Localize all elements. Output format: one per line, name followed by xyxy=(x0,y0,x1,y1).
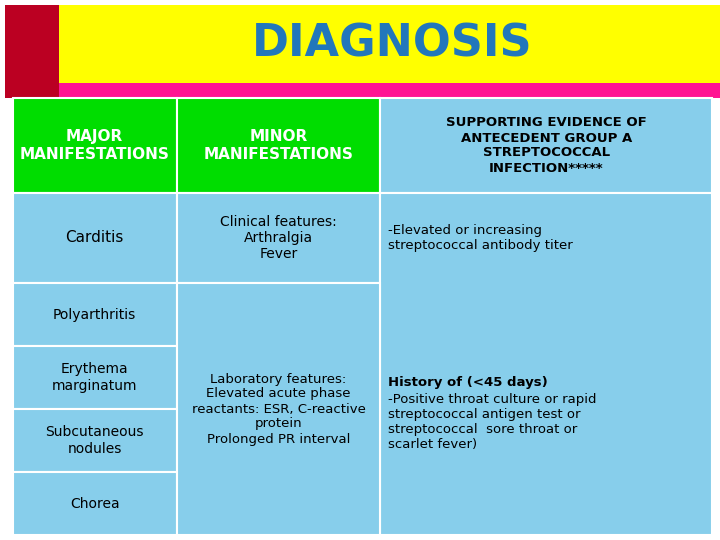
FancyBboxPatch shape xyxy=(176,283,380,535)
Text: Carditis: Carditis xyxy=(66,231,124,246)
Text: Subcutaneous
nodules: Subcutaneous nodules xyxy=(45,426,144,456)
FancyBboxPatch shape xyxy=(13,409,176,472)
FancyBboxPatch shape xyxy=(13,193,176,283)
Text: DIAGNOSIS: DIAGNOSIS xyxy=(252,23,533,65)
FancyBboxPatch shape xyxy=(60,5,720,83)
Text: -Elevated or increasing
streptococcal antibody titer: -Elevated or increasing streptococcal an… xyxy=(388,224,573,252)
Text: History of (<45 days): History of (<45 days) xyxy=(388,376,548,389)
FancyBboxPatch shape xyxy=(60,83,720,98)
Text: Clinical features:
Arthralgia
Fever: Clinical features: Arthralgia Fever xyxy=(220,215,337,261)
Text: Polyarthritis: Polyarthritis xyxy=(53,307,136,321)
FancyBboxPatch shape xyxy=(176,193,380,283)
FancyBboxPatch shape xyxy=(13,283,176,346)
Text: MINOR
MANIFESTATIONS: MINOR MANIFESTATIONS xyxy=(204,129,354,161)
Text: SUPPORTING EVIDENCE OF
ANTECEDENT GROUP A
STREPTOCOCCAL
INFECTION*****: SUPPORTING EVIDENCE OF ANTECEDENT GROUP … xyxy=(446,117,647,174)
Text: Erythema
marginatum: Erythema marginatum xyxy=(52,362,138,393)
FancyBboxPatch shape xyxy=(13,472,176,535)
FancyBboxPatch shape xyxy=(13,98,176,193)
FancyBboxPatch shape xyxy=(5,5,60,98)
Text: Laboratory features:
Elevated acute phase
reactants: ESR, C-reactive
protein
Pro: Laboratory features: Elevated acute phas… xyxy=(192,373,366,446)
Text: -Positive throat culture or rapid
streptococcal antigen test or
streptococcal  s: -Positive throat culture or rapid strept… xyxy=(388,393,597,451)
FancyBboxPatch shape xyxy=(380,193,712,535)
FancyBboxPatch shape xyxy=(380,98,712,193)
FancyBboxPatch shape xyxy=(176,98,380,193)
Text: MAJOR
MANIFESTATIONS: MAJOR MANIFESTATIONS xyxy=(19,129,170,161)
Text: Chorea: Chorea xyxy=(70,496,120,510)
FancyBboxPatch shape xyxy=(13,346,176,409)
